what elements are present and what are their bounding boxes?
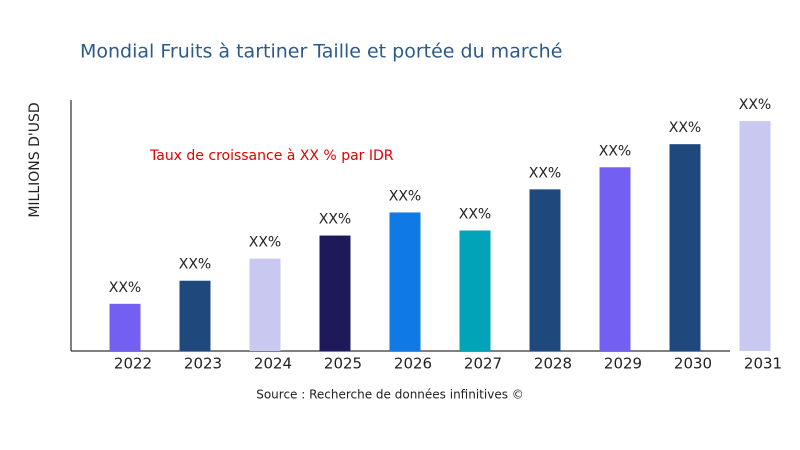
y-axis-label: MILLIONS D'USD (27, 102, 43, 217)
x-tick-label: 2025 (324, 355, 362, 373)
bar (249, 258, 281, 351)
bar (319, 235, 351, 351)
x-tick-label: 2023 (184, 355, 222, 373)
x-tick-label: 2031 (744, 355, 782, 373)
x-tick-label: 2024 (254, 355, 292, 373)
x-tick-label: 2029 (604, 355, 642, 373)
x-tick-label: 2022 (114, 355, 152, 373)
annotation: Taux de croissance à XX % par IDR (149, 148, 394, 164)
data-label: XX% (669, 120, 701, 136)
data-label: XX% (459, 207, 491, 223)
x-tick-label: 2027 (464, 355, 502, 373)
bar (529, 189, 561, 351)
data-label: XX% (109, 280, 141, 296)
bar (109, 303, 141, 351)
data-label: XX% (319, 212, 351, 228)
data-label: XX% (529, 165, 561, 181)
data-label: XX% (599, 143, 631, 159)
data-label: XX% (249, 235, 281, 251)
bar (179, 280, 211, 351)
data-label: XX% (389, 188, 421, 204)
x-tick-label: 2030 (674, 355, 712, 373)
bar (389, 212, 421, 351)
data-label: XX% (179, 257, 211, 273)
x-tick-label: 2026 (394, 355, 432, 373)
source: Source : Recherche de données infinitive… (256, 388, 524, 402)
chart-title: Mondial Fruits à tartiner Taille et port… (80, 41, 562, 63)
bar (669, 144, 701, 351)
bar (459, 230, 491, 351)
x-tick-label: 2028 (534, 355, 572, 373)
bar (739, 121, 771, 351)
data-label: XX% (739, 97, 771, 113)
bar (599, 167, 631, 351)
